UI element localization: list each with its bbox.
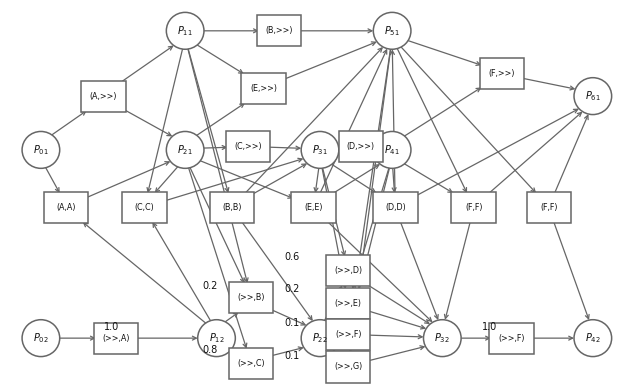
Text: (>>,D): (>>,D) — [334, 267, 362, 276]
FancyBboxPatch shape — [94, 323, 138, 354]
Ellipse shape — [166, 13, 204, 49]
Ellipse shape — [301, 320, 339, 357]
FancyBboxPatch shape — [489, 323, 534, 354]
Ellipse shape — [373, 131, 411, 168]
Text: $P_{51}$: $P_{51}$ — [384, 24, 400, 38]
Text: 1.0: 1.0 — [482, 321, 497, 332]
FancyBboxPatch shape — [326, 288, 371, 319]
Text: 0.2: 0.2 — [284, 284, 300, 294]
Text: (F,F): (F,F) — [465, 203, 483, 212]
FancyBboxPatch shape — [228, 348, 273, 379]
Text: $P_{31}$: $P_{31}$ — [312, 143, 328, 157]
Text: $P_{02}$: $P_{02}$ — [33, 331, 49, 345]
Text: 0.8: 0.8 — [203, 345, 218, 356]
Text: 0.6: 0.6 — [284, 252, 300, 262]
Ellipse shape — [574, 78, 612, 114]
Text: (B,B): (B,B) — [223, 203, 242, 212]
Ellipse shape — [166, 131, 204, 168]
FancyBboxPatch shape — [228, 282, 273, 313]
FancyBboxPatch shape — [326, 319, 371, 350]
Text: (>>,C): (>>,C) — [237, 359, 265, 368]
Text: (B,>>): (B,>>) — [266, 26, 293, 35]
Text: $P_{41}$: $P_{41}$ — [384, 143, 400, 157]
Ellipse shape — [373, 13, 411, 49]
FancyBboxPatch shape — [479, 58, 524, 89]
Text: (C,>>): (C,>>) — [234, 142, 262, 151]
Text: (D,D): (D,D) — [385, 203, 406, 212]
Ellipse shape — [301, 131, 339, 168]
Text: $P_{61}$: $P_{61}$ — [585, 89, 601, 103]
FancyBboxPatch shape — [122, 192, 166, 223]
Text: (>>,F): (>>,F) — [335, 330, 362, 339]
Ellipse shape — [574, 320, 612, 357]
Text: 0.1: 0.1 — [284, 318, 300, 328]
Text: (F,F): (F,F) — [540, 203, 557, 212]
FancyBboxPatch shape — [326, 255, 371, 287]
FancyBboxPatch shape — [451, 192, 496, 223]
FancyBboxPatch shape — [326, 351, 371, 383]
FancyBboxPatch shape — [210, 192, 255, 223]
FancyBboxPatch shape — [291, 192, 336, 223]
Text: (>>,E): (>>,E) — [335, 299, 362, 308]
FancyBboxPatch shape — [81, 81, 126, 112]
Text: $P_{11}$: $P_{11}$ — [177, 24, 193, 38]
Text: $P_{22}$: $P_{22}$ — [312, 331, 328, 345]
Text: (>>,A): (>>,A) — [102, 334, 130, 343]
Text: $P_{21}$: $P_{21}$ — [177, 143, 193, 157]
FancyBboxPatch shape — [226, 131, 270, 162]
Text: $P_{32}$: $P_{32}$ — [435, 331, 450, 345]
Text: $P_{01}$: $P_{01}$ — [33, 143, 49, 157]
Ellipse shape — [22, 131, 60, 168]
Text: $P_{42}$: $P_{42}$ — [585, 331, 601, 345]
Text: (D,>>): (D,>>) — [347, 142, 375, 151]
FancyBboxPatch shape — [44, 192, 88, 223]
Text: (E,E): (E,E) — [305, 203, 323, 212]
FancyBboxPatch shape — [257, 15, 301, 46]
FancyBboxPatch shape — [241, 73, 286, 104]
Text: (>>,G): (>>,G) — [334, 363, 362, 372]
Text: (>>,B): (>>,B) — [237, 293, 265, 302]
FancyBboxPatch shape — [527, 192, 571, 223]
Text: (F,>>): (F,>>) — [488, 69, 515, 78]
Ellipse shape — [22, 320, 60, 357]
FancyBboxPatch shape — [373, 192, 417, 223]
Text: (A,>>): (A,>>) — [90, 92, 117, 101]
Text: 1.0: 1.0 — [104, 321, 120, 332]
Text: (C,C): (C,C) — [134, 203, 154, 212]
Text: (A,A): (A,A) — [56, 203, 76, 212]
Ellipse shape — [198, 320, 236, 357]
Text: 0.2: 0.2 — [202, 281, 218, 290]
Text: (E,>>): (E,>>) — [250, 84, 277, 93]
Ellipse shape — [424, 320, 461, 357]
Text: $P_{12}$: $P_{12}$ — [209, 331, 225, 345]
Text: 0.1: 0.1 — [284, 351, 300, 361]
FancyBboxPatch shape — [339, 131, 383, 162]
Text: (>>,F): (>>,F) — [498, 334, 525, 343]
